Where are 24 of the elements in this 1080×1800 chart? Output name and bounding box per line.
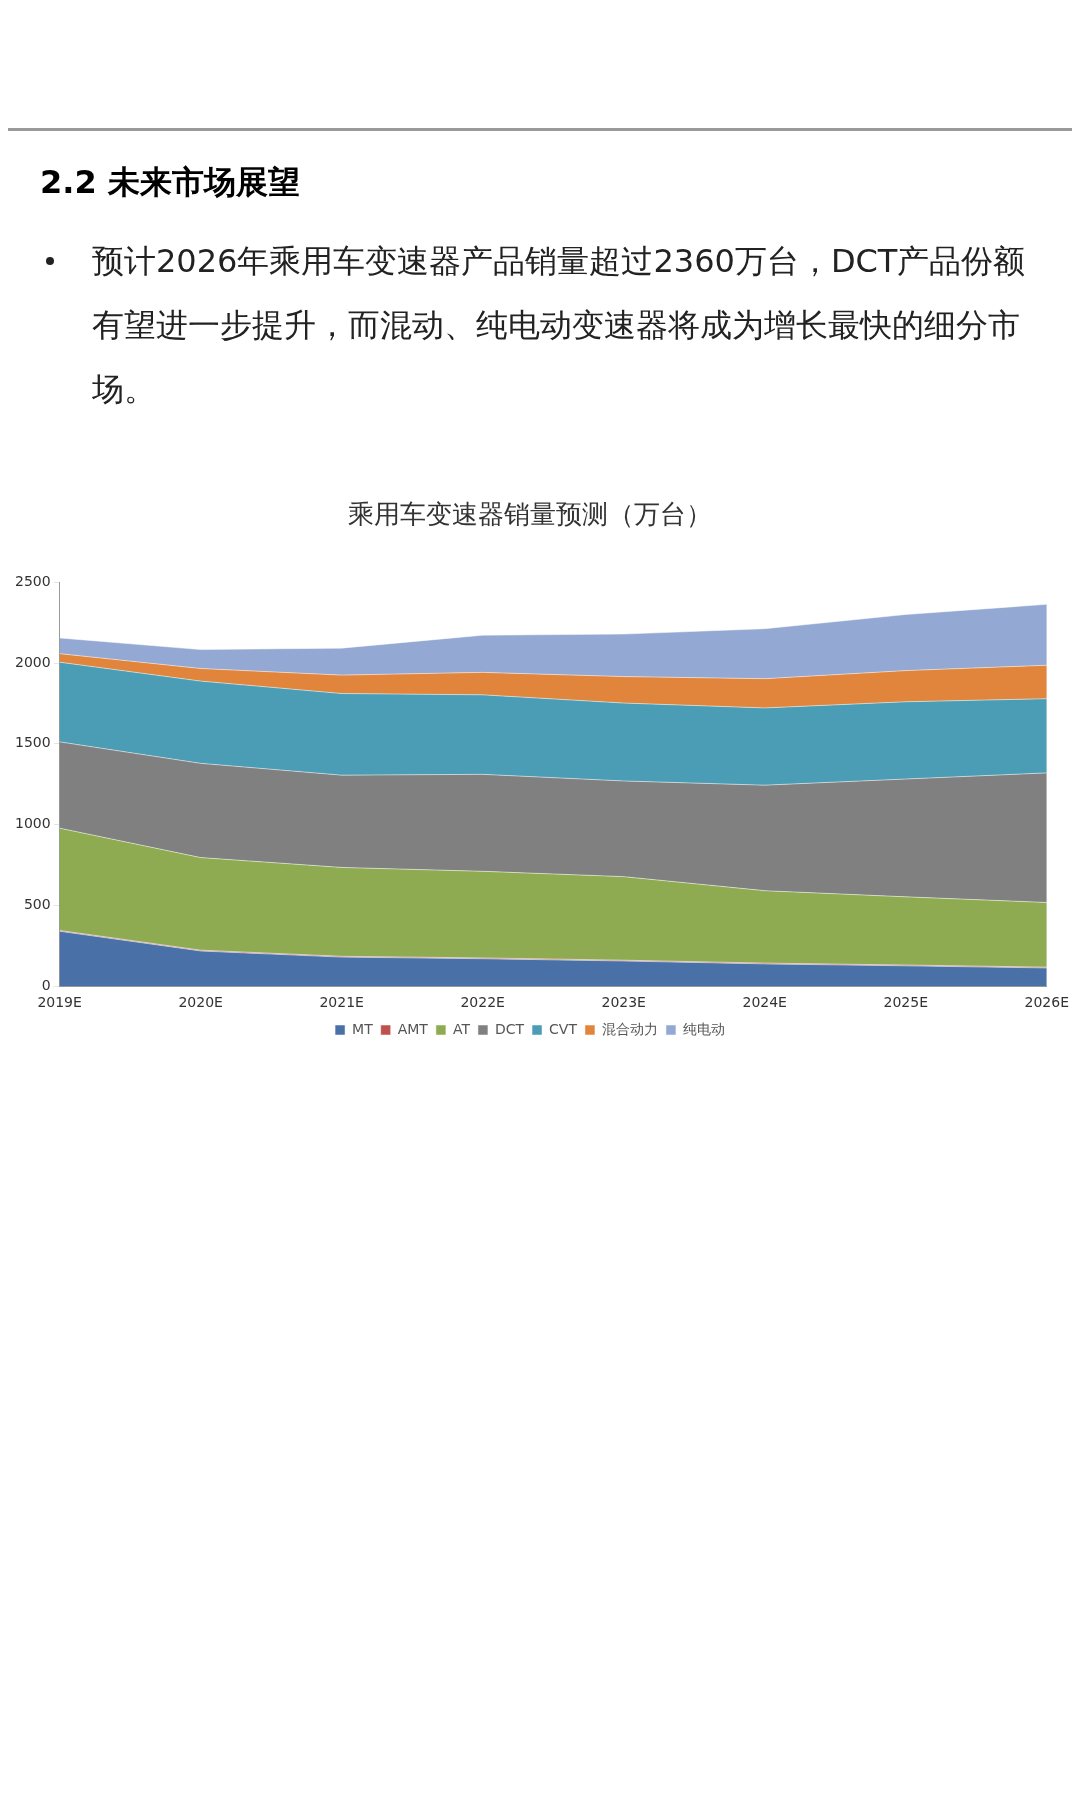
y-tick-label: 1000 bbox=[14, 815, 51, 832]
legend-label: AMT bbox=[397, 1020, 429, 1037]
y-tick-label: 500 bbox=[23, 896, 51, 913]
legend-label: AT bbox=[452, 1020, 471, 1037]
x-tick-label: 2022E bbox=[460, 994, 505, 1011]
text: 预计2026年乘用车变速器产品销量超过2360万台，DCT产品份额有望进一步提升，而混动、纯电动变速器将成为增长最快的细分市场。 bbox=[92, 241, 1027, 410]
legend-label: CVT bbox=[549, 1020, 578, 1037]
legend-label: DCT bbox=[494, 1020, 525, 1037]
x-tick-label: 2019E bbox=[37, 994, 82, 1011]
x-tick-label: 2025E bbox=[883, 994, 928, 1011]
x-tick-label: 2023E bbox=[601, 994, 646, 1011]
x-tick-label: 2026E bbox=[1024, 994, 1069, 1011]
y-tick-label: 1500 bbox=[14, 734, 51, 751]
legend-label: 混合动力 bbox=[601, 1020, 658, 1037]
chart-title: 乘用车变速器销量预测（万台） bbox=[348, 499, 712, 530]
x-tick-label: 2020E bbox=[178, 994, 223, 1011]
x-tick-label: 2021E bbox=[319, 994, 364, 1011]
text: 2.2 未来市场展望 bbox=[40, 162, 301, 203]
y-tick-label: 2500 bbox=[14, 572, 51, 589]
x-tick-label: 2024E bbox=[742, 994, 787, 1011]
y-tick-label: 2000 bbox=[14, 653, 51, 670]
legend-label: 纯电动 bbox=[682, 1020, 725, 1037]
legend-label: MT bbox=[352, 1020, 374, 1037]
y-tick-label: 0 bbox=[41, 976, 51, 993]
